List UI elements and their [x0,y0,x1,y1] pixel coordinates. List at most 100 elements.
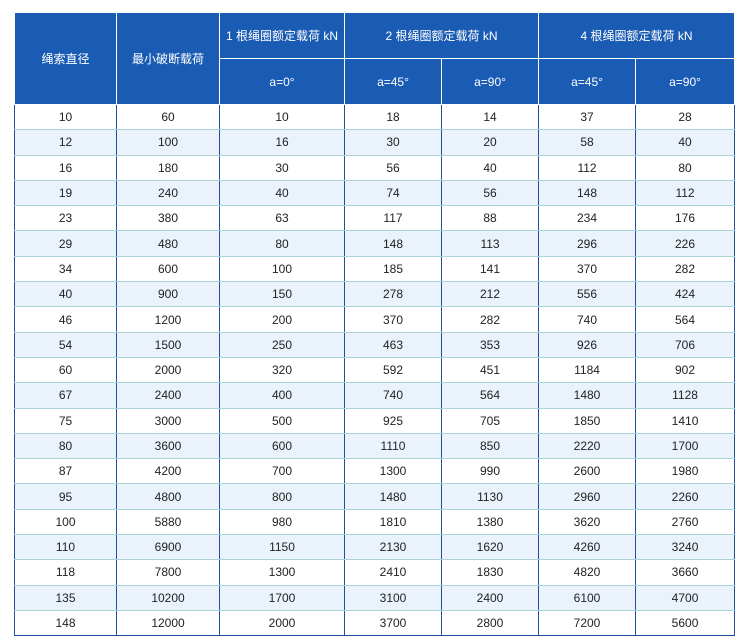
table-cell: 148 [344,230,442,257]
table-cell: 100 [14,509,117,536]
table-cell: 2260 [635,483,736,510]
table-cell: 20 [440,129,540,156]
table-cell: 29 [14,230,117,257]
table-cell: 40 [219,180,345,207]
table-cell: 1500 [116,332,220,358]
table-cell: 800 [219,483,345,510]
table-cell: 2130 [344,534,442,561]
table-cell: 740 [344,382,442,409]
table-cell: 12000 [116,610,220,637]
table-cell: 40 [14,281,117,308]
table-cell: 926 [538,332,637,358]
table-row: 29 480 80 148 113 296 226 [14,230,736,257]
table-cell: 176 [635,205,736,232]
table-cell: 1184 [538,357,637,384]
table-row: 23 380 63 117 88 234 176 [14,205,736,232]
table-cell: 60 [116,104,220,131]
table-cell: 3240 [635,534,736,561]
table-cell: 2600 [538,458,637,485]
table-cell: 14 [440,104,540,131]
table-cell: 3100 [344,585,442,611]
table-row: 80 3600 600 1110 850 2220 1700 [14,433,736,460]
table-cell: 740 [538,306,637,333]
table-cell: 67 [14,382,117,409]
table-cell: 3620 [538,509,637,536]
table-cell: 16 [14,155,117,181]
table-cell: 2400 [440,585,540,611]
table-cell: 113 [440,230,540,257]
table-row: 19 240 40 74 56 148 112 [14,180,736,207]
table-cell: 100 [116,129,220,156]
table-cell: 706 [635,332,736,358]
table-cell: 2000 [219,610,345,637]
table-cell: 370 [538,256,637,283]
table-cell: 19 [14,180,117,207]
table-cell: 3660 [635,559,736,586]
table-row: 16 180 30 56 40 112 80 [14,155,736,181]
table-cell: 2220 [538,433,637,460]
table-cell: 4700 [635,585,736,611]
table-cell: 5880 [116,509,220,536]
table-cell: 118 [14,559,117,586]
table-cell: 296 [538,230,637,257]
table-cell: 234 [538,205,637,232]
table-cell: 23 [14,205,117,232]
table-cell: 1850 [538,408,637,434]
table-cell: 88 [440,205,540,232]
table-cell: 226 [635,230,736,257]
table-wrapper: 绳索直径 最小破断载荷 1 根绳圈额定载荷 kN 2 根绳圈额定载荷 kN 4 … [14,12,736,637]
table-cell: 1700 [635,433,736,460]
table-cell: 1980 [635,458,736,485]
table-cell: 185 [344,256,442,283]
table-cell: 4200 [116,458,220,485]
table-cell: 1300 [219,559,345,586]
table-cell: 40 [440,155,540,181]
table-row: 54 1500 250 463 353 926 706 [14,332,736,358]
subheader-cell: a=45° [538,58,637,105]
table-cell: 1150 [219,534,345,561]
table-head: 绳索直径 最小破断载荷 1 根绳圈额定载荷 kN 2 根绳圈额定载荷 kN 4 … [14,12,736,105]
table-cell: 2760 [635,509,736,536]
table-cell: 1620 [440,534,540,561]
table-cell: 7800 [116,559,220,586]
table-cell: 3600 [116,433,220,460]
table-cell: 54 [14,332,117,358]
table-cell: 4800 [116,483,220,510]
table-cell: 74 [344,180,442,207]
table-cell: 12 [14,129,117,156]
subheader-row: a=0° a=45° a=90° a=45° a=90° [15,58,736,105]
table-cell: 1410 [635,408,736,434]
table-cell: 240 [116,180,220,207]
table-cell: 87 [14,458,117,485]
table-row: 75 3000 500 925 705 1850 1410 [14,408,736,434]
table-cell: 592 [344,357,442,384]
table-cell: 40 [635,129,736,156]
table-cell: 212 [440,281,540,308]
table-cell: 10 [14,104,117,131]
table-cell: 10 [219,104,345,131]
table-cell: 80 [635,155,736,181]
header-row: 绳索直径 最小破断载荷 1 根绳圈额定载荷 kN 2 根绳圈额定载荷 kN 4 … [14,12,736,105]
subheader-cell: a=0° [219,58,345,105]
table-cell: 30 [344,129,442,156]
table-cell: 56 [344,155,442,181]
table-cell: 564 [635,306,736,333]
table-cell: 200 [219,306,345,333]
table-row: 95 4800 800 1480 1130 2960 2260 [14,483,736,510]
table-cell: 1110 [344,433,442,460]
table-cell: 282 [635,256,736,283]
table-cell: 80 [219,230,345,257]
header-cell: 1 根绳圈额定载荷 kN [219,12,345,59]
table-row: 46 1200 200 370 282 740 564 [14,306,736,333]
table-cell: 451 [440,357,540,384]
table-cell: 370 [344,306,442,333]
table-cell: 424 [635,281,736,308]
table-cell: 2000 [116,357,220,384]
table-cell: 500 [219,408,345,434]
table-row: 100 5880 980 1810 1380 3620 2760 [14,509,736,536]
table-row: 12 100 16 30 20 58 40 [14,129,736,156]
table-cell: 278 [344,281,442,308]
table-cell: 400 [219,382,345,409]
table-row: 148 12000 2000 3700 2800 7200 5600 [14,610,736,637]
